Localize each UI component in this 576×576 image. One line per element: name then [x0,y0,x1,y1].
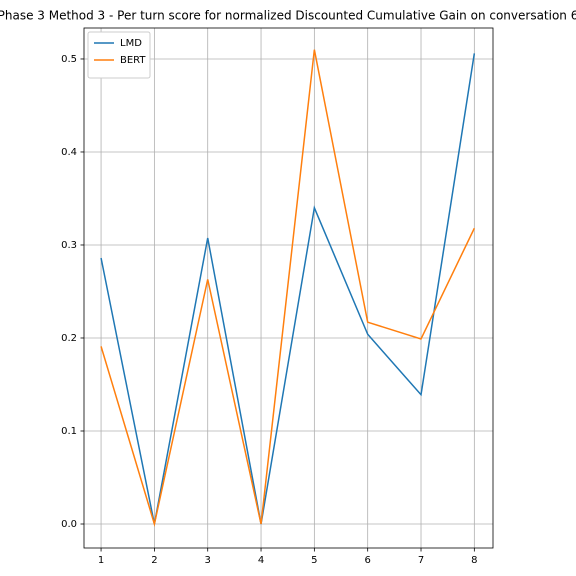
y-tick-label: 0.1 [61,426,77,437]
x-tick-label: 8 [471,555,477,566]
x-tick-label: 2 [151,555,157,566]
series-line [100,49,476,527]
x-tick-label: 4 [258,555,264,566]
x-tick-label: 6 [364,555,370,566]
x-tick-label: 7 [418,555,424,566]
x-tick-label: 3 [205,555,211,566]
y-tick-label: 0.0 [61,519,77,530]
chart-title: Phase 3 Method 3 - Per turn score for no… [0,9,576,23]
plot-frame [83,27,494,549]
y-tick-label: 0.3 [61,240,77,251]
y-tick-label: 0.5 [61,54,77,65]
y-tick-label: 0.2 [61,333,77,344]
legend-label: BERT [120,55,146,66]
legend-label: LMD [120,38,142,49]
series-line [100,53,476,525]
x-tick-label: 5 [311,555,317,566]
y-tick-label: 0.4 [61,147,77,158]
x-tick-label: 1 [98,555,104,566]
